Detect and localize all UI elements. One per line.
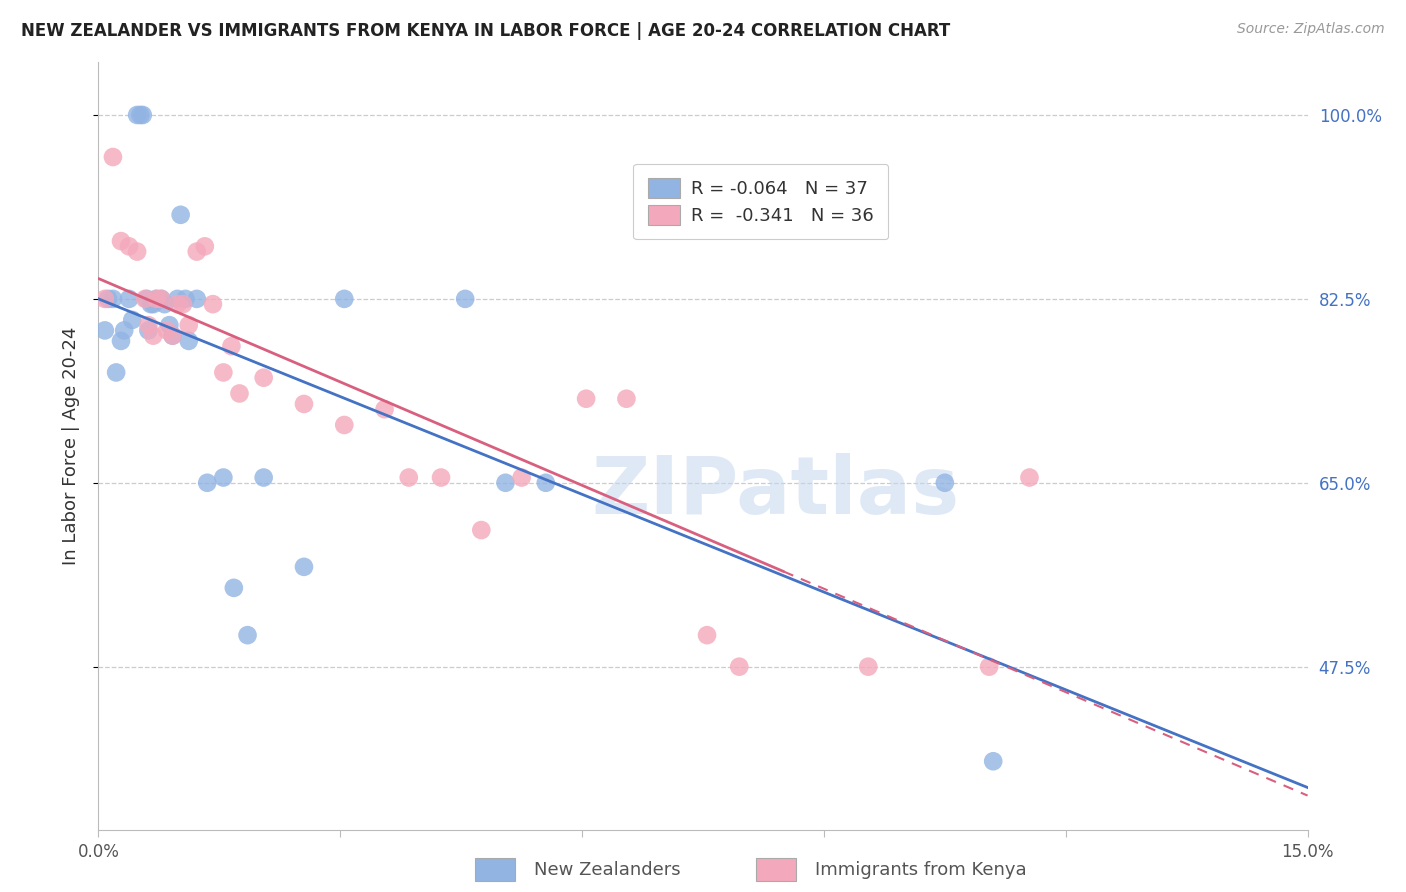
Point [101,292,124,306]
Point [981,754,1004,768]
Point [138,318,160,333]
Point [118,239,141,253]
Point [510,470,533,484]
Point [374,402,396,417]
Point [221,339,243,353]
Point [979,659,1001,673]
Point [153,297,176,311]
Point [134,292,156,306]
Legend: R = -0.064   N = 37, R =  -0.341   N = 36: R = -0.064 N = 37, R = -0.341 N = 36 [634,163,889,239]
Text: New Zealanders: New Zealanders [534,861,681,879]
Point [135,292,157,306]
Point [105,366,128,380]
Point [333,292,356,306]
Point [212,366,235,380]
Point [534,475,557,490]
Point [177,334,200,348]
Point [94,323,117,337]
Point [430,470,453,484]
Point [292,559,315,574]
Point [145,292,167,306]
Point [398,470,420,484]
Point [166,292,188,306]
Point [112,323,135,337]
Point [253,370,276,384]
Point [110,234,132,248]
Text: Immigrants from Kenya: Immigrants from Kenya [815,861,1028,879]
Point [139,297,162,311]
Y-axis label: In Labor Force | Age 20-24: In Labor Force | Age 20-24 [62,326,80,566]
Point [292,397,315,411]
Point [186,244,208,259]
Point [177,318,200,333]
Text: NEW ZEALANDER VS IMMIGRANTS FROM KENYA IN LABOR FORCE | AGE 20-24 CORRELATION CH: NEW ZEALANDER VS IMMIGRANTS FROM KENYA I… [21,22,950,40]
Point [118,292,141,306]
Point [150,292,173,306]
Point [195,475,218,490]
Point [616,392,638,406]
Point [150,292,173,306]
Point [94,292,117,306]
Point [101,150,124,164]
Point [333,417,356,432]
Point [172,297,194,311]
Point [97,292,120,306]
Text: ZIPatlas: ZIPatlas [592,453,960,531]
Point [454,292,477,306]
Point [142,297,165,311]
Point [110,334,132,348]
Point [728,659,751,673]
Point [228,386,250,401]
Point [169,208,191,222]
Point [470,523,492,537]
Point [132,108,155,122]
Point [858,659,880,673]
Point [194,239,217,253]
Point [121,313,143,327]
Point [129,108,152,122]
Point [495,475,517,490]
Point [186,292,208,306]
Point [157,318,180,333]
Point [575,392,598,406]
Point [162,328,184,343]
Point [696,628,718,642]
Point [166,297,188,311]
Point [145,292,167,306]
Point [222,581,245,595]
Point [162,328,184,343]
Point [127,244,149,259]
Point [236,628,259,642]
Text: Source: ZipAtlas.com: Source: ZipAtlas.com [1237,22,1385,37]
Point [127,108,149,122]
Point [138,323,160,337]
Point [212,470,235,484]
Point [142,328,165,343]
Point [174,292,197,306]
Point [934,475,956,490]
Point [156,323,179,337]
Point [201,297,224,311]
Point [1018,470,1040,484]
Point [253,470,276,484]
